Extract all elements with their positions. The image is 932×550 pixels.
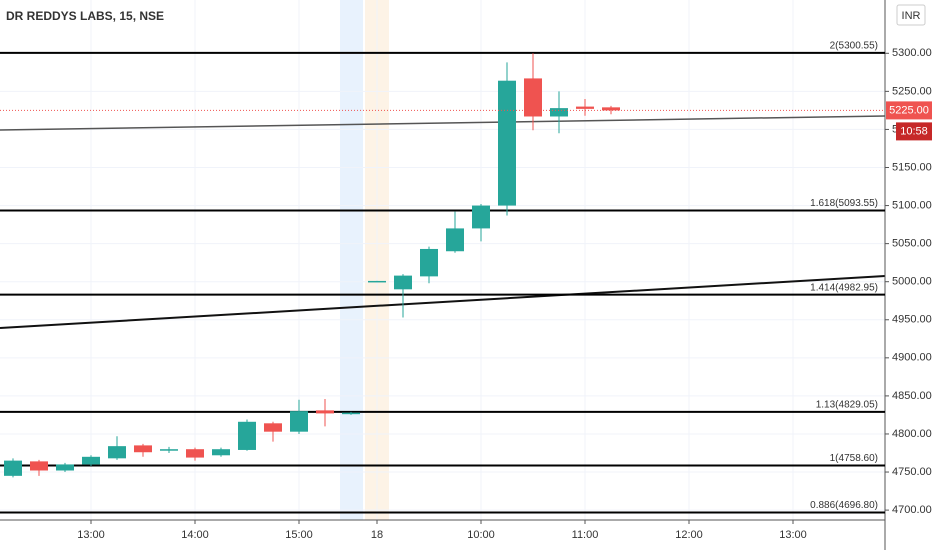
candle-body bbox=[576, 106, 594, 109]
currency-badge[interactable] bbox=[896, 4, 926, 26]
x-tick-label: 14:00 bbox=[181, 529, 209, 541]
candle-body bbox=[550, 108, 568, 117]
candle-body bbox=[472, 205, 490, 229]
candle-body bbox=[212, 449, 230, 456]
candle-body bbox=[264, 423, 282, 432]
y-tick-label: 4850.00 bbox=[892, 390, 932, 402]
candle-body bbox=[498, 80, 516, 206]
y-tick-label: 5000.00 bbox=[892, 276, 932, 288]
y-tick-label: 5100.00 bbox=[892, 199, 932, 211]
candle-body bbox=[290, 411, 308, 432]
y-tick-label: 5250.00 bbox=[892, 85, 932, 97]
candle-body bbox=[186, 449, 204, 458]
y-tick-label: 4800.00 bbox=[892, 428, 932, 440]
candle-body bbox=[82, 456, 100, 465]
y-tick-label: 5150.00 bbox=[892, 161, 932, 173]
candle-body bbox=[420, 248, 438, 277]
candle-body bbox=[108, 446, 126, 459]
y-tick-label: 5050.00 bbox=[892, 238, 932, 250]
trend-line bbox=[0, 275, 886, 329]
y-tick-label: 4950.00 bbox=[892, 314, 932, 326]
fib-level-label: 1.13(4829.05) bbox=[816, 399, 878, 410]
y-tick-label: 5300.00 bbox=[892, 47, 932, 59]
fib-level-label: 1(4758.60) bbox=[830, 453, 878, 464]
trend-line bbox=[0, 115, 886, 131]
candle-body bbox=[602, 107, 620, 111]
y-tick-label: 4750.00 bbox=[892, 466, 932, 478]
y-tick-label: 4900.00 bbox=[892, 352, 932, 364]
chart-title: DR REDDYS LABS, 15, NSE bbox=[6, 9, 164, 23]
candle-body bbox=[368, 280, 386, 283]
y-tick-label: 4700.00 bbox=[892, 504, 932, 516]
candle-body bbox=[524, 78, 542, 117]
x-tick-label: 13:00 bbox=[779, 529, 807, 541]
last-price-badge bbox=[886, 101, 932, 120]
candle-body bbox=[316, 410, 334, 414]
fib-level-label: 1.414(4982.95) bbox=[810, 282, 878, 293]
candle-body bbox=[134, 445, 152, 453]
candle-body bbox=[394, 275, 412, 290]
session-band-pre bbox=[340, 0, 363, 520]
x-tick-label: 15:00 bbox=[285, 529, 313, 541]
x-tick-label: 13:00 bbox=[77, 529, 105, 541]
last-price-label: 5225.00 bbox=[889, 104, 929, 116]
candle-body bbox=[238, 421, 256, 450]
candle-body bbox=[160, 449, 178, 451]
countdown-label: 10:58 bbox=[900, 125, 928, 137]
candle-body bbox=[342, 412, 360, 415]
candle-body bbox=[56, 464, 74, 471]
x-tick-label: 10:00 bbox=[467, 529, 495, 541]
x-tick-label: 12:00 bbox=[675, 529, 703, 541]
x-tick-label: 18 bbox=[371, 529, 383, 541]
candle-body bbox=[30, 461, 48, 471]
candle-body bbox=[4, 460, 22, 476]
fib-level-label: 0.886(4696.80) bbox=[810, 500, 878, 511]
currency-label: INR bbox=[902, 10, 921, 22]
candle-body bbox=[446, 228, 464, 252]
x-tick-label: 11:00 bbox=[572, 529, 599, 541]
fib-level-label: 1.618(5093.55) bbox=[810, 198, 878, 209]
fib-level-label: 2(5300.55) bbox=[830, 41, 878, 52]
countdown-badge bbox=[896, 122, 932, 141]
